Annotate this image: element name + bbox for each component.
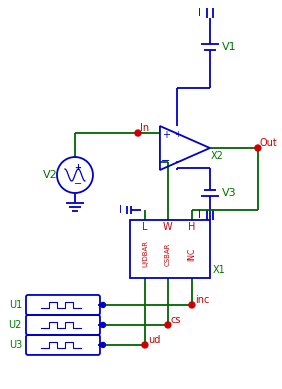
Text: V3: V3: [222, 188, 237, 198]
Text: Out: Out: [260, 138, 278, 148]
Text: cs: cs: [171, 315, 181, 325]
Circle shape: [100, 322, 105, 328]
Text: U2: U2: [9, 320, 22, 330]
Text: +: +: [74, 163, 81, 172]
Text: −: −: [161, 156, 171, 166]
Circle shape: [189, 302, 195, 308]
Text: I: I: [118, 205, 121, 215]
Text: V1: V1: [222, 42, 237, 52]
Text: I: I: [199, 210, 201, 220]
Text: −: −: [175, 158, 181, 166]
Text: U3: U3: [9, 340, 22, 350]
Circle shape: [100, 342, 105, 347]
Circle shape: [255, 145, 261, 151]
Text: U/DBAR: U/DBAR: [142, 240, 148, 268]
Text: L: L: [142, 222, 148, 232]
Text: −: −: [74, 179, 82, 189]
Text: +: +: [175, 130, 181, 138]
Circle shape: [100, 303, 105, 307]
Text: I: I: [199, 8, 201, 18]
Text: CSBAR: CSBAR: [165, 242, 171, 266]
Text: U1: U1: [9, 300, 22, 310]
Text: INC: INC: [188, 247, 197, 261]
Text: +: +: [162, 130, 170, 140]
Text: ud: ud: [148, 335, 160, 345]
Text: X1: X1: [213, 265, 226, 275]
Text: X2: X2: [211, 151, 224, 161]
Circle shape: [135, 130, 141, 136]
Text: V2: V2: [43, 170, 57, 180]
Circle shape: [142, 342, 148, 348]
Text: In: In: [140, 123, 149, 133]
Circle shape: [165, 322, 171, 328]
Bar: [130, 220, 210, 278]
Text: inc: inc: [195, 295, 209, 305]
Text: W: W: [163, 222, 173, 232]
Text: H: H: [188, 222, 196, 232]
